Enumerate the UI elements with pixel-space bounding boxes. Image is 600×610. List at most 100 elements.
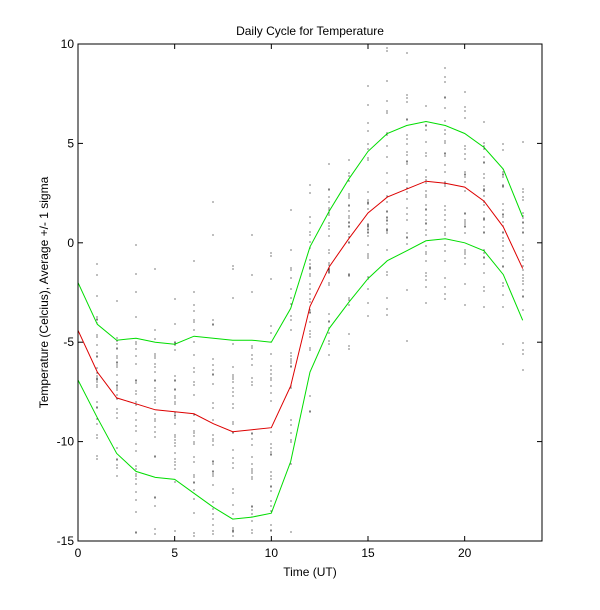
observation-dot <box>406 232 408 234</box>
observation-dot <box>116 387 118 389</box>
observation-dot <box>309 395 311 397</box>
observation-dot <box>502 213 504 215</box>
observation-dot <box>367 224 369 226</box>
observation-dot <box>522 296 524 298</box>
observation-dot <box>270 252 272 254</box>
observation-dot <box>522 274 524 276</box>
observation-dot <box>193 481 195 483</box>
observation-dot <box>96 319 98 321</box>
observation-dot <box>154 387 156 389</box>
observation-dot <box>464 213 466 215</box>
observation-dot <box>154 268 156 270</box>
chart-title: Daily Cycle for Temperature <box>236 24 384 38</box>
observation-dot <box>251 384 253 386</box>
observation-dot <box>116 374 118 376</box>
observation-dot <box>367 201 369 203</box>
observation-dot <box>367 229 369 231</box>
observation-dot <box>290 329 292 331</box>
observation-dot <box>251 476 253 478</box>
observation-dot <box>406 174 408 176</box>
observation-dot <box>135 343 137 345</box>
observation-dot <box>290 267 292 269</box>
y-tick-label: 5 <box>67 136 74 150</box>
observation-dot <box>444 232 446 234</box>
observation-dot <box>193 456 195 458</box>
observation-dot <box>96 295 98 297</box>
observation-dot <box>116 417 118 419</box>
observation-dot <box>270 278 272 280</box>
observation-dot <box>309 231 311 233</box>
observation-dot <box>116 412 118 414</box>
observation-dot <box>212 530 214 532</box>
observation-dot <box>309 267 311 269</box>
observation-dot <box>406 151 408 153</box>
observation-dot <box>425 222 427 224</box>
observation-dot <box>135 404 137 406</box>
observation-dot <box>96 381 98 383</box>
observation-dot <box>464 221 466 223</box>
observation-dot <box>270 529 272 531</box>
observation-dot <box>290 288 292 290</box>
observation-dot <box>464 158 466 160</box>
observation-dot <box>464 148 466 150</box>
observation-dot <box>270 451 272 453</box>
observation-dot <box>193 432 195 434</box>
observation-dot <box>502 184 504 186</box>
observation-dot <box>290 439 292 441</box>
observation-dot <box>406 154 408 156</box>
observation-dot <box>96 336 98 338</box>
observation-dot <box>348 304 350 306</box>
observation-dot <box>135 379 137 381</box>
observation-dot <box>444 183 446 185</box>
observation-dot <box>386 220 388 222</box>
observation-dot <box>96 384 98 386</box>
observation-dot <box>367 191 369 193</box>
observation-dot <box>174 375 176 377</box>
observation-dot <box>251 364 253 366</box>
observation-dot <box>348 180 350 182</box>
observation-dot <box>328 196 330 198</box>
observation-dot <box>522 227 524 229</box>
observation-dot <box>232 527 234 529</box>
observation-dot <box>154 399 156 401</box>
observation-dot <box>135 316 137 318</box>
observation-dot <box>328 343 330 345</box>
observation-dot <box>425 253 427 255</box>
observation-dot <box>502 185 504 187</box>
observation-dot <box>270 500 272 502</box>
observation-dot <box>174 342 176 344</box>
observation-dot <box>464 232 466 234</box>
observation-dot <box>367 276 369 278</box>
observation-dot <box>328 235 330 237</box>
observation-dot <box>444 67 446 69</box>
observation-dot <box>348 236 350 238</box>
observation-dot <box>522 191 524 193</box>
observation-dot <box>483 217 485 219</box>
observation-dot <box>193 291 195 293</box>
observation-dot <box>483 177 485 179</box>
observation-dot <box>502 343 504 345</box>
observation-dot <box>270 379 272 381</box>
observation-dot <box>116 362 118 364</box>
observation-dot <box>328 212 330 214</box>
observation-dot <box>270 485 272 487</box>
observation-dot <box>406 119 408 121</box>
observation-dot <box>232 535 234 537</box>
observation-dot <box>251 468 253 470</box>
observation-dot <box>96 318 98 320</box>
observation-dot <box>502 203 504 205</box>
observation-dot <box>96 263 98 265</box>
observation-dot <box>367 315 369 317</box>
observation-dot <box>425 176 427 178</box>
observation-dot <box>174 401 176 403</box>
observation-dot <box>193 441 195 443</box>
observation-dot <box>406 134 408 136</box>
observation-dot <box>135 430 137 432</box>
observation-dot <box>406 237 408 239</box>
observation-dot <box>367 199 369 201</box>
observation-dot <box>386 47 388 49</box>
observation-dot <box>193 310 195 312</box>
observation-dot <box>367 203 369 205</box>
observation-dot <box>367 122 369 124</box>
